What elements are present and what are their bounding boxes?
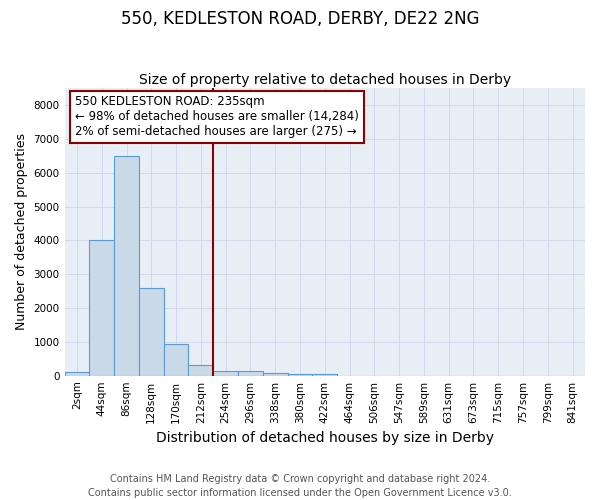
Bar — [188, 364, 213, 376]
Bar — [65, 372, 89, 376]
Bar — [139, 288, 164, 376]
Bar — [164, 344, 188, 376]
Text: 550, KEDLESTON ROAD, DERBY, DE22 2NG: 550, KEDLESTON ROAD, DERBY, DE22 2NG — [121, 10, 479, 28]
Bar — [114, 156, 139, 376]
Bar — [263, 373, 287, 376]
Text: 550 KEDLESTON ROAD: 235sqm
← 98% of detached houses are smaller (14,284)
2% of s: 550 KEDLESTON ROAD: 235sqm ← 98% of deta… — [75, 96, 359, 138]
Bar — [238, 372, 263, 376]
Bar — [213, 370, 238, 376]
Y-axis label: Number of detached properties: Number of detached properties — [15, 134, 28, 330]
Bar — [89, 240, 114, 376]
X-axis label: Distribution of detached houses by size in Derby: Distribution of detached houses by size … — [156, 431, 494, 445]
Bar — [313, 374, 337, 376]
Title: Size of property relative to detached houses in Derby: Size of property relative to detached ho… — [139, 73, 511, 87]
Text: Contains HM Land Registry data © Crown copyright and database right 2024.
Contai: Contains HM Land Registry data © Crown c… — [88, 474, 512, 498]
Bar — [287, 374, 313, 376]
